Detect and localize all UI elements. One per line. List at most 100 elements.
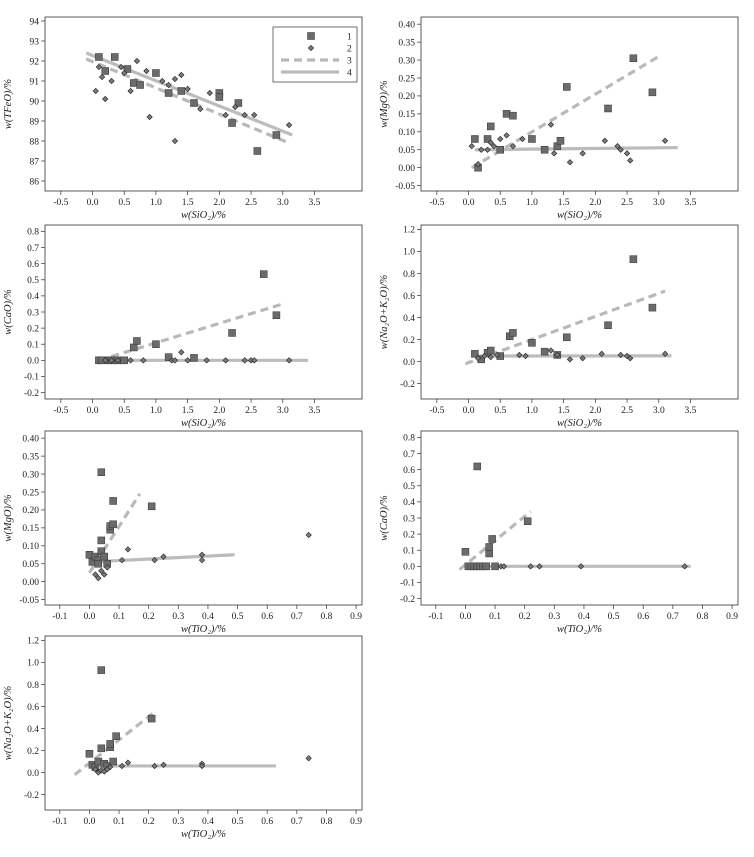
x-tick-label: 3.0: [277, 406, 289, 416]
plot-frame: [44, 430, 363, 606]
y-tick-label: 0.20: [22, 506, 39, 516]
data-point-square: [97, 468, 106, 477]
legend-label: 2: [347, 45, 352, 55]
legend-label: 4: [347, 69, 352, 79]
data-point-square: [97, 666, 106, 674]
legend-label: 3: [347, 57, 352, 67]
x-tick-label: -0.5: [53, 406, 68, 416]
data-point-square: [136, 81, 144, 89]
y-tick-label: 0.8: [403, 434, 415, 444]
trend-line-dashed: [73, 710, 156, 777]
x-tick-label: 0.5: [494, 198, 506, 208]
y-tick-label: 0.15: [398, 110, 415, 120]
data-point-diamond: [285, 121, 293, 129]
data-point-diamond: [92, 766, 99, 773]
x-tick-label: 0.3: [548, 612, 560, 622]
y-tick-label: 0.00: [398, 164, 415, 174]
x-tick-label: 0.0: [463, 198, 475, 208]
data-point-diamond: [522, 352, 529, 360]
y-tick-label: 0.0: [27, 769, 39, 779]
y-tick-label: 0.00: [22, 578, 39, 588]
data-point-diamond: [554, 351, 561, 359]
y-tick-label: 0.5: [27, 276, 39, 286]
data-point-square: [228, 119, 236, 127]
data-point-diamond: [203, 357, 210, 364]
data-point-square: [523, 517, 532, 525]
data-point-diamond: [305, 531, 312, 539]
data-point-square: [485, 549, 493, 558]
x-tick-label: 0.3: [172, 612, 184, 622]
data-point-diamond: [151, 762, 158, 770]
y-tick-label: 0.7: [403, 450, 415, 460]
x-tick-label: 2.0: [589, 198, 601, 208]
data-point-diamond: [617, 351, 624, 359]
y-tick-label: 0.40: [22, 434, 39, 444]
data-point-diamond: [171, 137, 179, 145]
x-axis-label: w(TiO₂)/%: [181, 829, 226, 840]
trend-line-solid: [474, 145, 678, 152]
x-tick-label: -0.1: [52, 612, 67, 622]
data-point-square: [152, 69, 160, 77]
y-tick-label: 0.8: [27, 228, 39, 238]
x-tick-label: 0.0: [84, 817, 96, 827]
data-point-diamond: [107, 763, 114, 771]
data-point-square: [483, 135, 492, 143]
data-point-diamond: [503, 132, 510, 139]
trend-line-dashed: [85, 57, 290, 145]
data-point-diamond: [661, 350, 669, 357]
data-point-diamond: [165, 81, 172, 89]
data-point-square: [648, 88, 657, 97]
x-tick-label: 0.9: [726, 612, 738, 622]
trend-line-solid: [89, 553, 235, 564]
data-point-square: [491, 562, 499, 571]
data-point-diamond: [468, 143, 475, 150]
x-tick-label: -0.5: [429, 198, 444, 208]
y-tick-label: 0.5: [403, 482, 415, 492]
y-tick-label: 0.6: [27, 703, 39, 713]
data-point-diamond: [197, 105, 204, 113]
x-tick-label: 0.1: [113, 817, 125, 827]
x-tick-label: 3.0: [653, 198, 665, 208]
data-point-square: [509, 329, 517, 337]
data-point-square: [228, 329, 236, 337]
data-point-diamond: [127, 357, 134, 364]
data-point-square: [101, 67, 109, 75]
data-point-square: [190, 99, 198, 107]
x-tick-label: 2.5: [245, 198, 257, 208]
y-tick-label: -0.2: [24, 791, 39, 801]
y-tick-label: 0.20: [398, 92, 415, 102]
x-tick-label: 0.2: [143, 612, 155, 622]
data-point-diamond: [579, 355, 586, 362]
y-tick-label: 0.8: [27, 681, 39, 691]
x-tick-label: 0.1: [489, 612, 501, 622]
x-tick-label: 0.8: [697, 612, 709, 622]
x-axis-label: w(TiO₂)/%: [181, 624, 226, 635]
data-point-square: [85, 750, 94, 758]
x-tick-label: 3.5: [309, 198, 321, 208]
data-point-diamond: [474, 355, 482, 362]
plot-frame: [420, 430, 739, 606]
y-axis-label: w(MgO)/%: [379, 80, 390, 127]
y-tick-label: 0.0: [403, 358, 415, 368]
data-point-square: [486, 346, 495, 355]
x-axis-label: w(TiO₂)/%: [557, 624, 602, 635]
x-tick-label: 1.0: [150, 198, 162, 208]
x-tick-label: 0.4: [202, 817, 214, 827]
data-point-diamond: [617, 146, 624, 153]
data-point-square: [604, 104, 612, 113]
x-tick-label: 0.6: [261, 817, 273, 827]
data-point-diamond: [108, 357, 115, 364]
data-point-diamond: [171, 357, 179, 364]
y-tick-label: 0.15: [22, 524, 39, 534]
data-point-diamond: [151, 557, 158, 564]
y-tick-label: 91: [30, 77, 40, 87]
data-point-diamond: [92, 571, 99, 578]
data-point-square: [215, 93, 224, 101]
x-tick-label: -0.1: [428, 612, 443, 622]
y-tick-label: 0.0: [403, 563, 415, 573]
plot-frame: [420, 16, 739, 192]
x-tick-label: 0.6: [637, 612, 649, 622]
data-point-diamond: [614, 143, 621, 150]
y-tick-label: 1.2: [403, 226, 415, 236]
data-point-diamond: [566, 356, 574, 363]
